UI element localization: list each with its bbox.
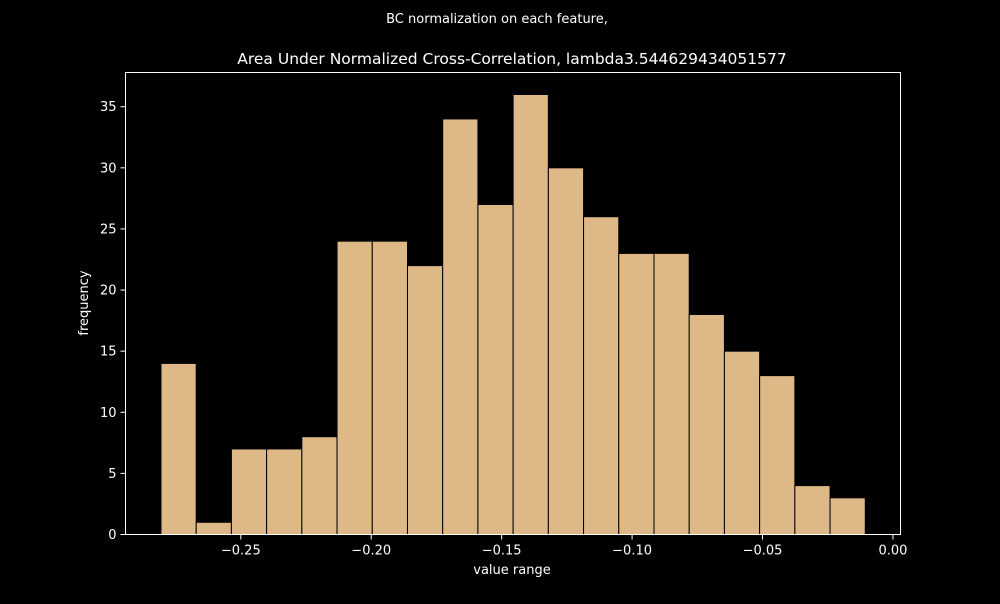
histogram-bar: [723, 350, 761, 535]
histogram-bar: [829, 497, 866, 536]
x-tick-label: −0.05: [743, 544, 783, 559]
y-tick-label: 0: [108, 528, 116, 543]
histogram-bar: [160, 362, 197, 535]
histogram-bar: [759, 375, 796, 535]
y-tick-label: 5: [108, 467, 116, 482]
y-tick-label: 30: [100, 161, 117, 176]
y-tick-label: 15: [100, 345, 117, 360]
y-tick-label: 20: [100, 284, 117, 299]
histogram-bar: [547, 167, 585, 535]
histogram-bar: [688, 314, 725, 535]
y-axis-label: frequency: [77, 270, 92, 336]
histogram-bar: [301, 436, 338, 536]
x-axis-label: value range: [473, 563, 550, 578]
ticks-layer: −0.25 −0.20 −0.15 −0.10 −0.05 0.00 0 5 10 15 20 25 3…: [100, 100, 907, 558]
axes-frame: [125, 72, 901, 535]
histogram-bar: [512, 94, 549, 535]
histogram-bar: [477, 204, 514, 535]
histogram-bar: [371, 240, 408, 536]
histogram-bar: [406, 265, 444, 535]
histogram-bar: [653, 252, 690, 535]
y-tick-label: 10: [100, 406, 117, 421]
x-tick-label: −0.20: [351, 544, 391, 559]
histogram-bar: [336, 240, 373, 536]
histogram-bar: [442, 118, 479, 535]
x-tick-label: 0.00: [878, 544, 907, 559]
chart-title: Area Under Normalized Cross-Correlation,…: [237, 50, 786, 68]
x-tick-label: −0.10: [612, 544, 652, 559]
bars-layer: [160, 94, 866, 536]
histogram-bar: [583, 216, 620, 535]
histogram-bar: [195, 521, 232, 535]
y-tick-label: 35: [100, 100, 117, 115]
histogram-bar: [230, 448, 268, 536]
y-tick-label: 25: [100, 222, 117, 237]
figure-suptitle: BC normalization on each feature,: [386, 12, 608, 27]
x-tick-label: −0.15: [482, 544, 522, 559]
histogram-bar: [794, 485, 831, 536]
histogram-bar: [618, 252, 655, 535]
x-tick-label: −0.25: [221, 544, 261, 559]
histogram-bar: [266, 448, 303, 536]
